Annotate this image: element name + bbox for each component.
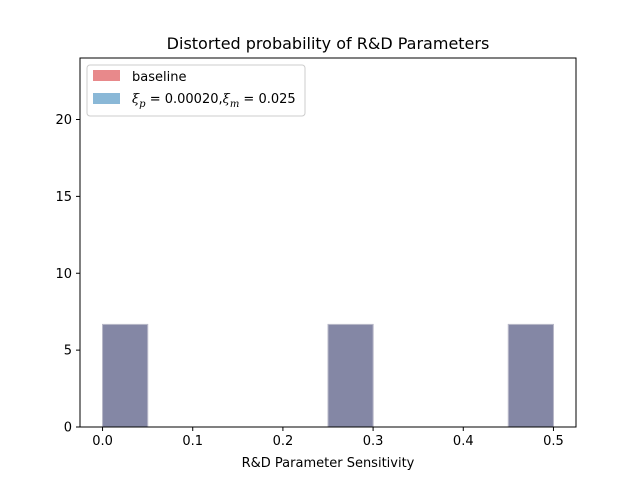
x-tick-label: 0.1 xyxy=(182,434,203,449)
chart-title: Distorted probability of R&D Parameters xyxy=(167,34,490,53)
legend-label-baseline: baseline xyxy=(132,70,186,85)
legend-eq-m: = 0.025 xyxy=(239,92,295,107)
legend-label-distorted: ξp = 0.00020,ξm = 0.025 xyxy=(132,92,296,110)
bars-group xyxy=(102,323,554,428)
y-tick-label: 15 xyxy=(55,190,72,205)
legend-sub-p: p xyxy=(139,99,146,110)
y-tick-label: 0 xyxy=(64,421,72,436)
x-axis-ticks: 0.0 0.1 0.2 0.3 0.4 0.5 xyxy=(92,427,564,449)
legend-xi-m: ξ xyxy=(223,92,231,107)
x-axis-title: R&D Parameter Sensitivity xyxy=(242,456,415,471)
bar-distorted-2 xyxy=(507,323,554,428)
y-axis-ticks: 0 5 10 15 20 xyxy=(55,113,80,436)
y-tick-label: 10 xyxy=(55,267,72,282)
bar-distorted-1 xyxy=(327,323,374,428)
x-tick-label: 0.3 xyxy=(363,434,384,449)
legend-box xyxy=(86,64,306,117)
legend: baseline ξp = 0.00020,ξm = 0.025 xyxy=(86,64,306,117)
legend-swatch-distorted xyxy=(93,93,120,104)
legend-sub-m: m xyxy=(230,99,239,110)
legend-eq-p: = 0.00020, xyxy=(146,92,223,107)
x-tick-label: 0.0 xyxy=(92,434,113,449)
legend-swatch-baseline xyxy=(93,70,120,81)
x-tick-label: 0.4 xyxy=(453,434,474,449)
x-tick-label: 0.2 xyxy=(273,434,294,449)
bar-distorted-0 xyxy=(102,323,149,428)
legend-xi-p: ξ xyxy=(132,92,140,107)
x-tick-label: 0.5 xyxy=(543,434,564,449)
y-tick-label: 20 xyxy=(55,113,72,128)
y-tick-label: 5 xyxy=(64,344,72,359)
plot-frame xyxy=(79,57,577,428)
